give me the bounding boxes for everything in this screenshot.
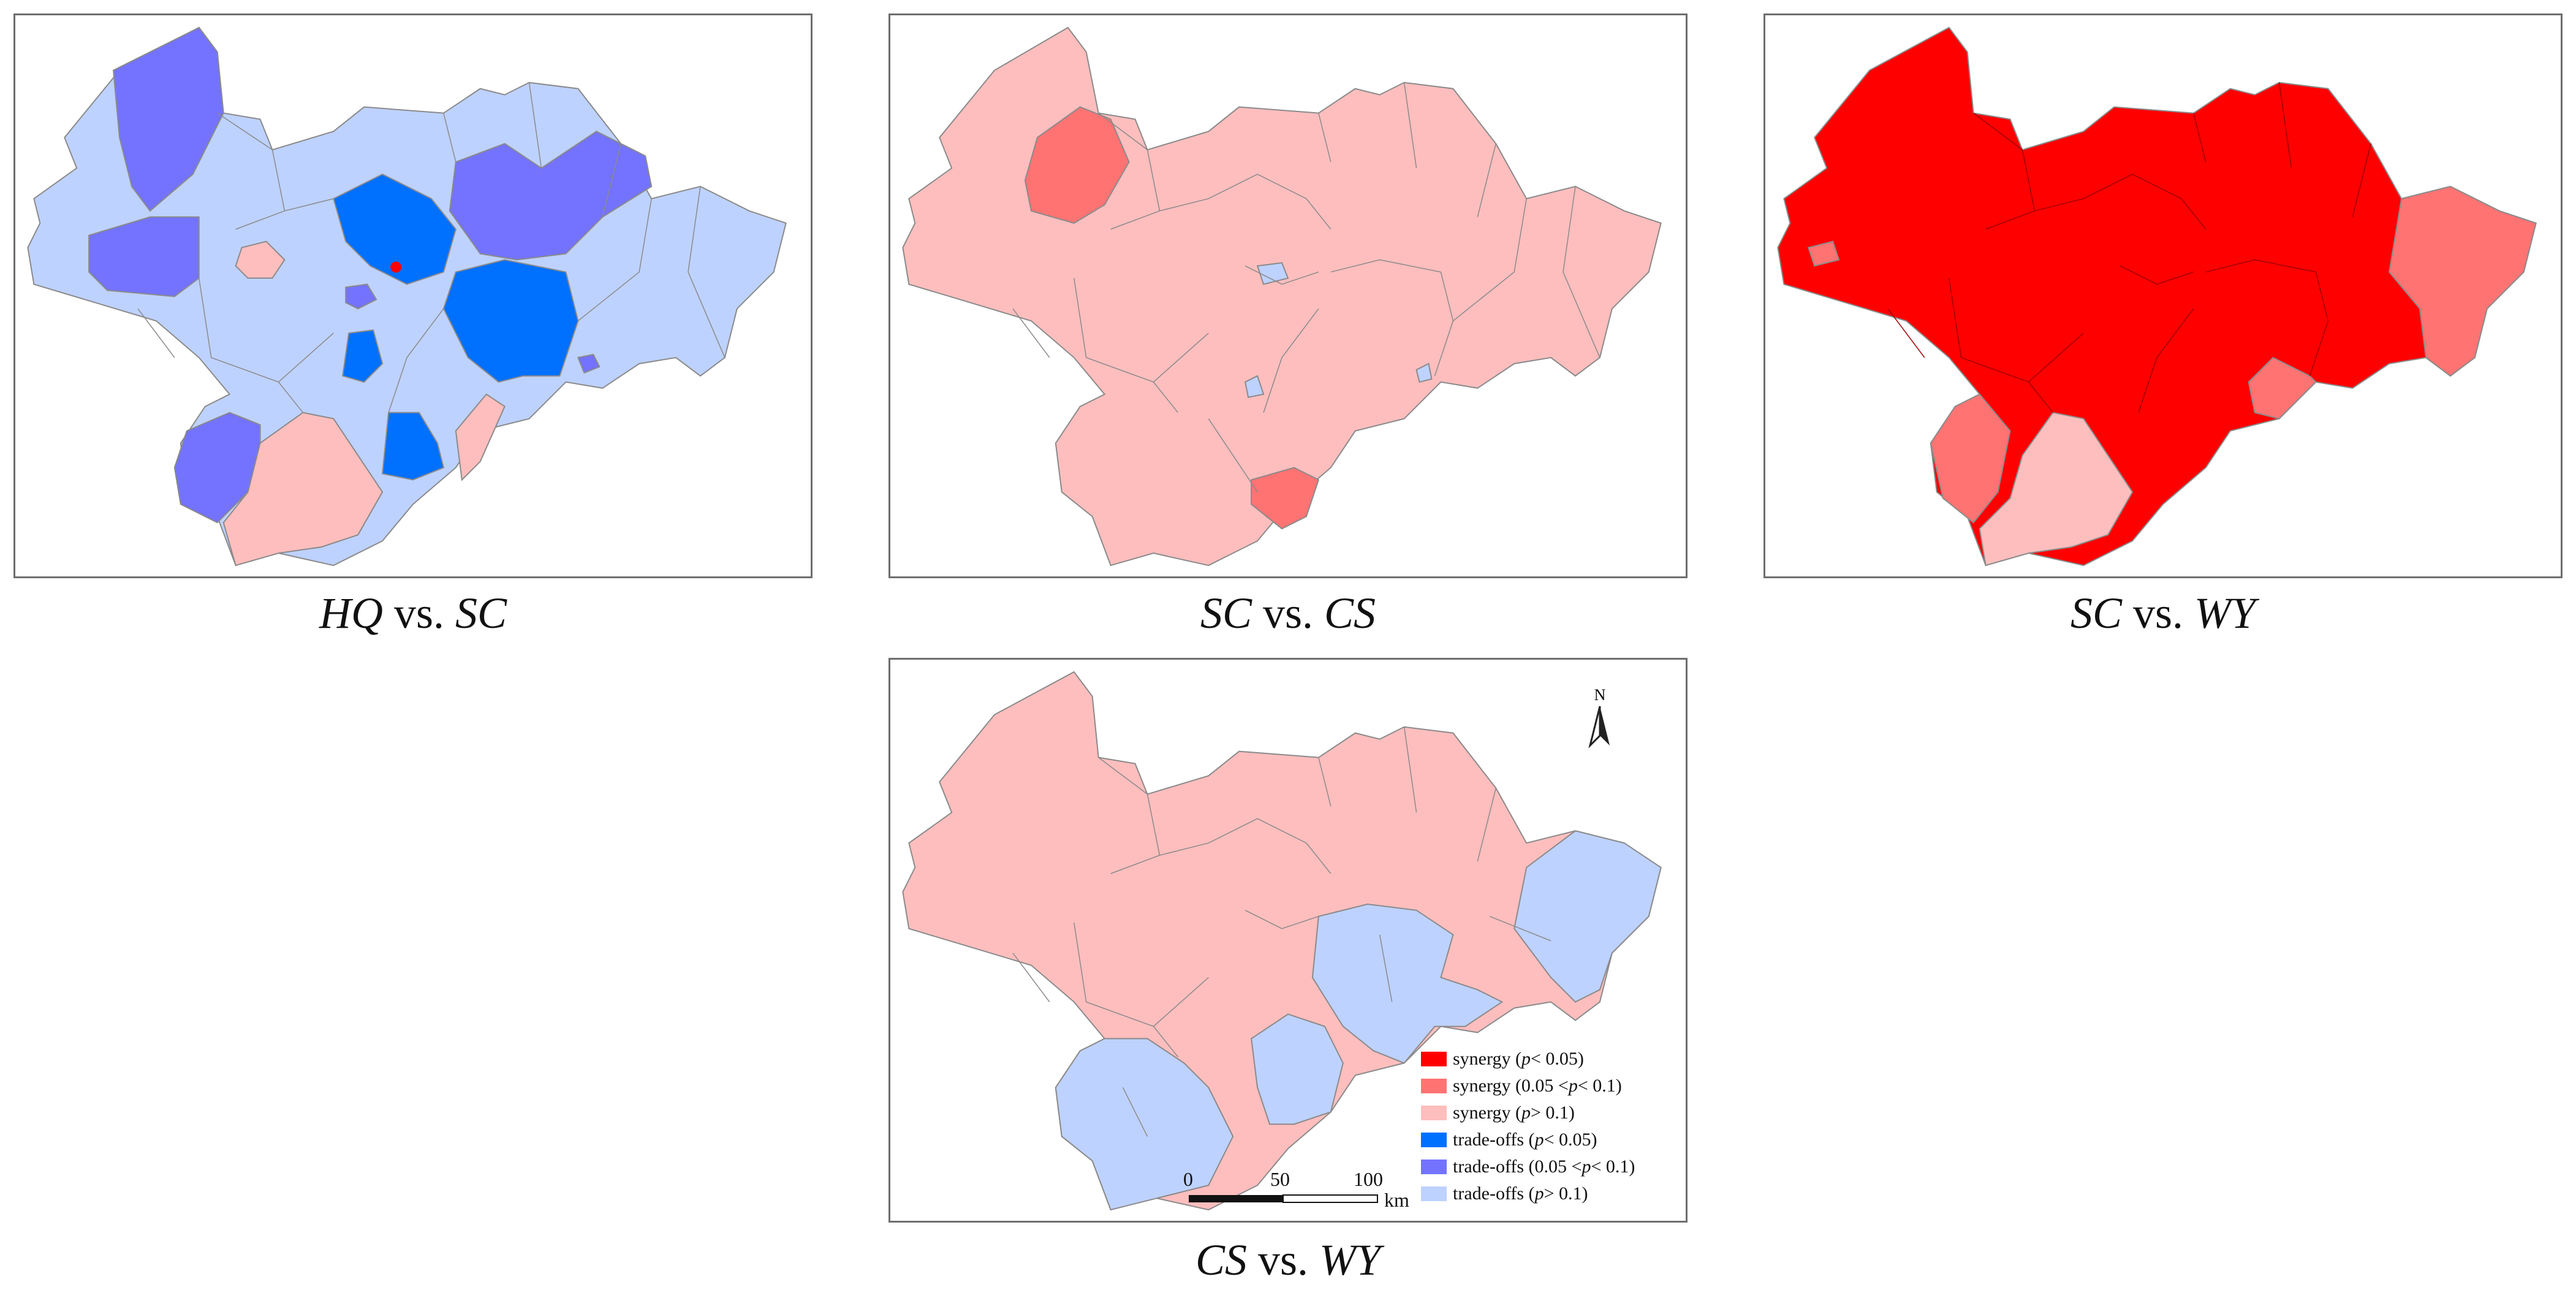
caption-sc-cs: SC vs. CS: [890, 588, 1686, 639]
legend-swatch: [1421, 1106, 1447, 1120]
legend-p: p: [1521, 1103, 1531, 1123]
caption-var-b: CS: [1324, 589, 1376, 638]
legend-item: synergy (0.05 < p < 0.1): [1421, 1073, 1635, 1099]
internal-boundaries: [1887, 82, 2371, 413]
legend-p: p: [1582, 1156, 1591, 1177]
region-tradeoff-sw: [173, 412, 261, 524]
legend-p: p: [1534, 1183, 1544, 1204]
region-tradeoff-east: [1513, 830, 1662, 1003]
region-synergy-w: [235, 241, 286, 279]
caption-var-a: HQ: [319, 589, 383, 638]
region-tradeoff-southwest: [1055, 1038, 1234, 1211]
north-arrow: N: [1582, 687, 1618, 754]
legend-text: < 0.1): [1577, 1076, 1622, 1096]
map-cs-wy: [902, 671, 1662, 1211]
region-tradeoff-strong-center: [333, 173, 456, 285]
region-synergy-s: [222, 412, 384, 567]
map-panel-cs-wy: N synergy ( p < 0.05) synergy (0.05 < p …: [888, 658, 1688, 1223]
region-synergy-se: [455, 393, 506, 481]
map-sc-wy: [1777, 26, 2537, 567]
region-synergy-strong-dot: [390, 262, 402, 273]
legend-text: trade-offs (: [1453, 1183, 1535, 1204]
caption-vs: vs.: [1246, 1235, 1320, 1284]
legend-text: synergy (: [1453, 1103, 1521, 1123]
legend-text: < 0.05): [1544, 1129, 1597, 1150]
scale-bar: 0 50 100 km: [1183, 1168, 1409, 1211]
region-synergy-moderate-east: [2388, 186, 2537, 377]
caption-var-b: SC: [455, 589, 507, 638]
region-tradeoff-strong-s1: [342, 329, 384, 383]
region-tradeoff-strong-east: [442, 259, 579, 383]
legend-p: p: [1534, 1129, 1544, 1150]
legend-item: synergy ( p > 0.1): [1421, 1099, 1635, 1126]
north-arrow-icon: [1588, 706, 1610, 748]
legend-swatch: [1421, 1133, 1447, 1147]
legend-swatch: [1421, 1079, 1447, 1093]
region-synergy-moderate-se: [2248, 356, 2317, 420]
region-synergy-weak-s: [1979, 412, 2134, 567]
scale-unit: km: [1384, 1189, 1409, 1211]
legend-p: p: [1568, 1076, 1578, 1096]
legend-item: trade-offs (0.05 < p < 0.1): [1421, 1153, 1635, 1180]
legend-item: trade-offs ( p > 0.1): [1421, 1180, 1635, 1207]
region-tradeoff-south: [1251, 1013, 1344, 1125]
map-hq-sc: [27, 26, 787, 567]
legend-text: trade-offs (: [1453, 1129, 1535, 1150]
region-tradeoff-strong-s2: [382, 412, 445, 481]
region-tradeoff-w: [88, 216, 200, 298]
north-label: N: [1594, 686, 1606, 704]
caption-cs-wy: CS vs. WY: [890, 1235, 1686, 1286]
region-tradeoff-small-2: [1244, 375, 1265, 398]
legend-text: trade-offs (0.05 <: [1453, 1156, 1582, 1177]
legend-p: p: [1521, 1049, 1531, 1069]
legend-swatch: [1421, 1160, 1447, 1174]
caption-var-a: SC: [1200, 589, 1252, 638]
legend-text: < 0.05): [1530, 1049, 1584, 1069]
legend-item: trade-offs ( p < 0.05): [1421, 1126, 1635, 1153]
region-tradeoff-small-1: [345, 283, 377, 310]
map-panel-sc-cs: [888, 13, 1688, 578]
legend: synergy ( p < 0.05) synergy (0.05 < p < …: [1421, 1046, 1635, 1207]
caption-var-a: CS: [1195, 1235, 1247, 1284]
region-tradeoff-small-1: [1256, 262, 1289, 285]
legend-text: > 0.1): [1544, 1183, 1588, 1204]
legend-text: synergy (: [1453, 1049, 1521, 1069]
legend-swatch: [1421, 1052, 1447, 1066]
caption-sc-wy: SC vs. WY: [1765, 588, 2561, 639]
caption-var-a: SC: [2070, 589, 2122, 638]
caption-var-b: WY: [1319, 1235, 1381, 1284]
caption-var-b: WY: [2194, 589, 2256, 638]
region-synergy-moderate-s: [1251, 467, 1320, 530]
scale-tick-50: 50: [1270, 1168, 1290, 1190]
legend-text: < 0.1): [1591, 1156, 1635, 1177]
legend-text: > 0.1): [1530, 1103, 1575, 1123]
legend-item: synergy ( p < 0.05): [1421, 1046, 1635, 1073]
internal-boundaries: [1012, 82, 1601, 492]
caption-hq-sc: HQ vs. SC: [15, 588, 811, 639]
region-synergy-moderate-w: [1807, 241, 1840, 267]
map-panel-sc-wy: [1763, 13, 2563, 578]
internal-boundaries: [1012, 726, 1551, 1137]
internal-boundaries: [137, 82, 725, 413]
caption-vs: vs.: [2121, 589, 2195, 638]
scale-tick-0: 0: [1183, 1168, 1193, 1190]
scale-tick-100: 100: [1354, 1168, 1383, 1190]
caption-vs: vs.: [1251, 589, 1325, 638]
legend-swatch: [1421, 1186, 1447, 1201]
region-synergy-moderate-sw: [1930, 393, 2011, 524]
caption-vs: vs.: [382, 589, 455, 638]
map-panel-hq-sc: [13, 13, 813, 578]
legend-text: synergy (0.05 <: [1453, 1076, 1569, 1096]
region-tradeoff-small-2: [577, 353, 600, 374]
region-tradeoff-nw: [113, 26, 224, 212]
region-tradeoff-small-3: [1415, 363, 1433, 383]
scale-bar-graphic: [1189, 1194, 1378, 1203]
region-tradeoff-ne: [449, 130, 653, 261]
region-synergy-moderate-nw: [1024, 106, 1130, 224]
region-tradeoff-center-east: [1311, 903, 1504, 1064]
map-sc-cs: [902, 26, 1662, 567]
